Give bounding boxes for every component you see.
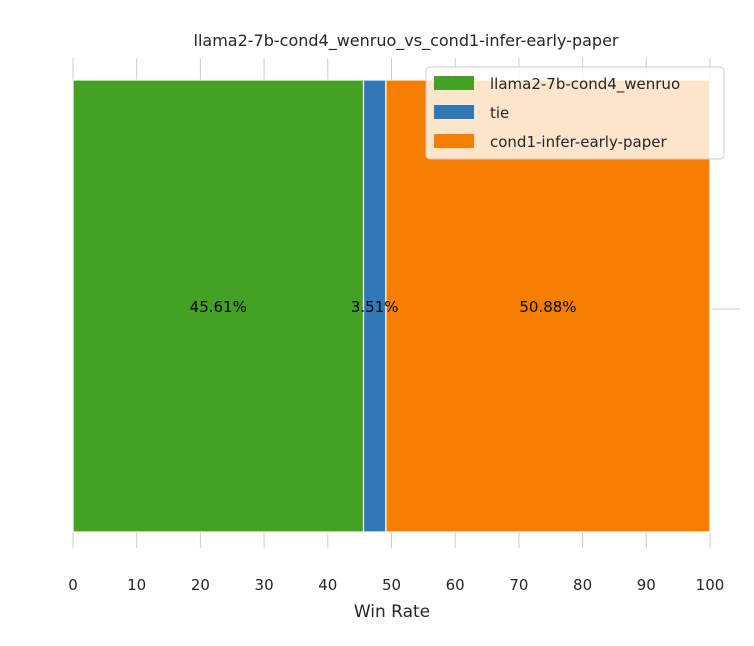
legend-swatch [434, 76, 474, 90]
x-tick-label: 70 [509, 576, 528, 594]
bar-value-label: 45.61% [190, 298, 247, 316]
legend-entry-label: cond1-infer-early-paper [490, 133, 667, 151]
chart-title: llama2-7b-cond4_wenruo_vs_cond1-infer-ea… [194, 31, 619, 51]
x-tick-label: 100 [696, 576, 725, 594]
x-tick-label: 40 [318, 576, 337, 594]
x-tick-label: 50 [382, 576, 401, 594]
bar-value-label: 50.88% [519, 298, 576, 316]
x-tick-label: 10 [127, 576, 146, 594]
legend-swatch [434, 134, 474, 148]
x-tick-label: 30 [255, 576, 274, 594]
x-tick-label: 20 [191, 576, 210, 594]
legend-entry-label: llama2-7b-cond4_wenruo [490, 75, 680, 94]
bar-value-label: 3.51% [351, 298, 399, 316]
x-axis-ticks: 0 10 20 30 40 50 60 70 80 90 100 [68, 576, 724, 594]
legend-swatch [434, 105, 474, 119]
x-tick-label: 80 [573, 576, 592, 594]
legend-frame [425, 66, 725, 160]
x-tick-label: 90 [637, 576, 656, 594]
legend-entry-label: tie [490, 104, 509, 122]
bar-segment-0 [72, 79, 365, 533]
x-axis-label: Win Rate [354, 602, 430, 622]
x-tick-label: 0 [68, 576, 78, 594]
x-tick-label: 60 [446, 576, 465, 594]
bar-label-group: 45.61% 3.51% 50.88% [190, 298, 577, 316]
